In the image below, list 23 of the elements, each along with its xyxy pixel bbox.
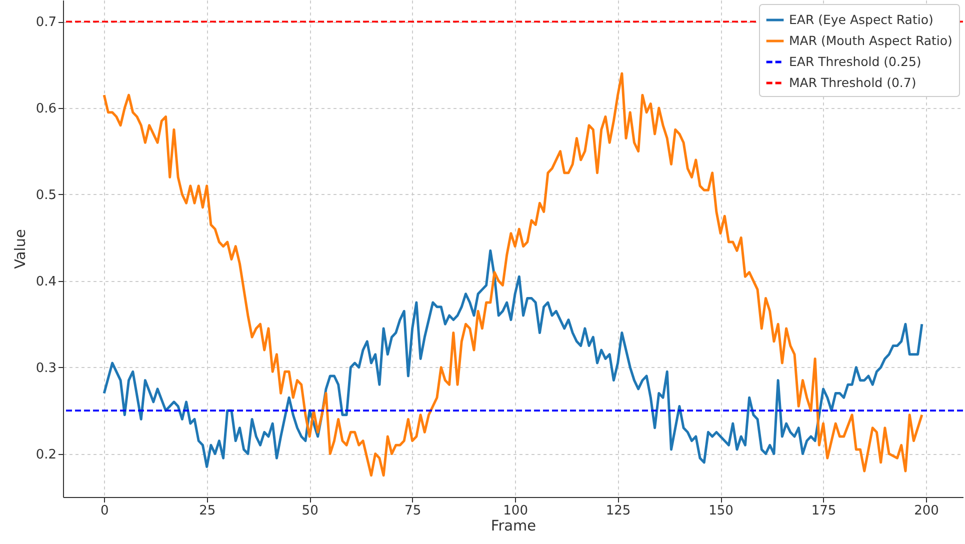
legend-label: EAR Threshold (0.25) xyxy=(789,54,922,69)
legend-label: MAR (Mouth Aspect Ratio) xyxy=(789,33,952,48)
line-series xyxy=(102,249,924,468)
x-tick-label: 175 xyxy=(811,504,836,518)
x-tick-label: 25 xyxy=(199,504,216,518)
y-tick-label: 0.5 xyxy=(36,188,56,203)
line-series xyxy=(102,72,924,477)
x-tick-label: 50 xyxy=(302,504,318,518)
y-axis-title: Value xyxy=(12,229,29,269)
y-tick-label: 0.6 xyxy=(36,102,56,117)
y-tick-label: 0.2 xyxy=(36,447,56,462)
x-tick-label: 200 xyxy=(914,504,939,518)
y-tick-label: 0.4 xyxy=(36,274,56,290)
legend-label: EAR (Eye Aspect Ratio) xyxy=(789,12,934,27)
y-tick-label: 0.3 xyxy=(36,360,56,376)
legend-label: MAR Threshold (0.7) xyxy=(789,75,916,90)
x-tick-label: 125 xyxy=(606,504,631,518)
x-tick-label: 75 xyxy=(404,504,422,518)
y-tick-label: 0.7 xyxy=(36,15,56,30)
x-tick-label: 100 xyxy=(503,504,528,518)
x-tick-label: 0 xyxy=(100,504,109,518)
x-axis-title: Frame xyxy=(490,518,536,534)
x-tick-label: 150 xyxy=(708,504,734,518)
